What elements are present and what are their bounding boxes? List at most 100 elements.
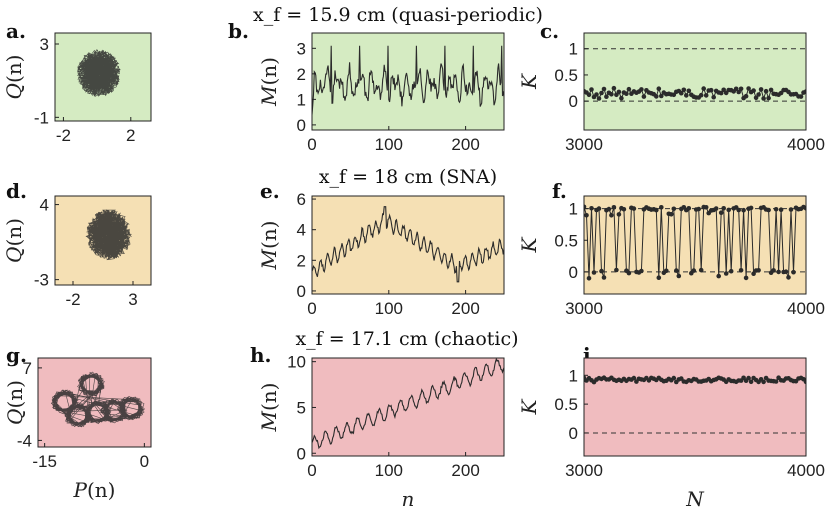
k-point xyxy=(733,86,739,92)
y-tick-label: 0.5 xyxy=(554,395,578,414)
k-point xyxy=(751,88,756,93)
panel-i: 3000 4000 0 0.5 1 K N xyxy=(517,357,825,511)
k-point xyxy=(591,270,597,275)
y-tick-label: -3 xyxy=(34,271,49,290)
y-axis-label-symbol: Q xyxy=(3,409,27,425)
y-axis-label-symbol: M xyxy=(257,410,281,432)
k-point xyxy=(606,206,612,212)
row-1-title: x_f = 15.9 cm (quasi-periodic) xyxy=(253,4,543,26)
k-point xyxy=(713,206,719,211)
panel-label-e: e. xyxy=(260,179,280,203)
k-point xyxy=(761,379,766,385)
k-point xyxy=(738,268,744,273)
k-point xyxy=(626,86,632,92)
panel-h: 0 100 200 0 5 10 M(n) n xyxy=(257,353,505,511)
x-axis-label: N xyxy=(685,487,705,511)
k-point xyxy=(748,205,754,211)
k-point xyxy=(788,207,794,212)
k-point xyxy=(584,213,589,218)
y-tick-label: 1 xyxy=(569,366,578,385)
k-point xyxy=(758,87,764,92)
panel-d: -2 3 -3 4 Q(n) xyxy=(2,195,152,309)
k-point xyxy=(753,95,759,101)
k-point xyxy=(631,206,637,211)
k-point xyxy=(756,268,761,273)
trajectory-line xyxy=(50,371,146,428)
y-tick-label: 0.5 xyxy=(554,231,578,250)
plot-frame xyxy=(311,195,505,295)
k-point xyxy=(604,94,609,99)
x-tick-label: 200 xyxy=(451,135,479,154)
panel-b: 0 100 200 0 1 2 3 M(n) xyxy=(257,32,505,154)
y-tick-label: 6 xyxy=(297,190,306,209)
x-tick-label: 200 xyxy=(451,299,479,318)
k-point xyxy=(728,268,734,274)
x-tick-label: 3 xyxy=(128,290,137,309)
k-point xyxy=(691,268,697,273)
y-tick-label: 5 xyxy=(297,398,306,417)
panel-f: 3000 4000 0 0.5 1 K xyxy=(517,195,825,318)
plot-area xyxy=(584,48,806,102)
y-axis-label-symbol: M xyxy=(257,248,281,270)
x-axis-label-args: (n) xyxy=(87,478,116,502)
k-point xyxy=(746,375,751,381)
k-point xyxy=(601,275,607,280)
k-point xyxy=(676,273,682,279)
panel-label-h: h. xyxy=(250,343,272,367)
x-tick-label: 4000 xyxy=(787,135,825,154)
k-point xyxy=(609,92,614,97)
k-point xyxy=(703,205,709,210)
trajectory-line xyxy=(85,209,132,261)
k-point xyxy=(721,87,726,93)
series-line xyxy=(312,358,504,450)
y-tick-label: 1 xyxy=(569,200,578,219)
panel-label-c: c. xyxy=(540,19,559,43)
x-tick-label: -2 xyxy=(65,290,80,309)
panel-label-b: b. xyxy=(228,19,249,43)
k-point xyxy=(599,268,604,274)
y-tick-label: 10 xyxy=(287,353,306,372)
k-point xyxy=(696,206,701,212)
k-point xyxy=(748,379,754,385)
k-point xyxy=(756,92,761,97)
panel-e: 0 100 200 0 2 4 6 M(n) xyxy=(257,190,505,318)
k-point xyxy=(721,206,726,211)
k-point xyxy=(746,86,751,91)
k-point xyxy=(671,375,677,381)
y-tick-label: 3 xyxy=(297,39,306,58)
y-axis-label: M(n) xyxy=(257,383,281,433)
k-point xyxy=(639,268,644,274)
k-point xyxy=(664,268,669,274)
x-tick-label: 3000 xyxy=(565,135,603,154)
y-tick-label: 0.5 xyxy=(554,66,578,85)
y-tick-label: 7 xyxy=(23,359,32,378)
y-tick-label: 2 xyxy=(297,251,306,270)
y-axis-label-args: (n) xyxy=(257,221,281,250)
y-axis-label-args: (n) xyxy=(257,383,281,412)
y-axis-label-symbol: Q xyxy=(2,83,26,99)
y-tick-label: 0 xyxy=(297,282,306,301)
plot-area xyxy=(77,49,121,97)
k-point xyxy=(803,379,806,385)
k-point xyxy=(589,206,594,211)
y-tick-label: 0 xyxy=(569,424,578,443)
x-tick-label: 4000 xyxy=(787,299,825,318)
panel-label-a: a. xyxy=(6,19,26,43)
plot-background xyxy=(584,358,806,456)
plot-area xyxy=(584,204,806,281)
k-point xyxy=(631,375,637,381)
k-point xyxy=(701,86,706,91)
series-line xyxy=(312,45,504,115)
x-tick-label: -15 xyxy=(32,452,57,471)
x-tick-label: 200 xyxy=(451,461,479,480)
x-axis-label-symbol: P xyxy=(73,478,88,502)
k-point xyxy=(773,379,779,384)
y-axis-label-args: (n) xyxy=(2,218,26,247)
plot-background xyxy=(312,196,504,294)
x-tick-label: 100 xyxy=(375,461,403,480)
k-point xyxy=(609,213,614,218)
plot-frame xyxy=(583,32,807,131)
x-tick-label: 0 xyxy=(140,452,149,471)
k-point xyxy=(659,93,664,99)
k-point xyxy=(619,95,624,101)
